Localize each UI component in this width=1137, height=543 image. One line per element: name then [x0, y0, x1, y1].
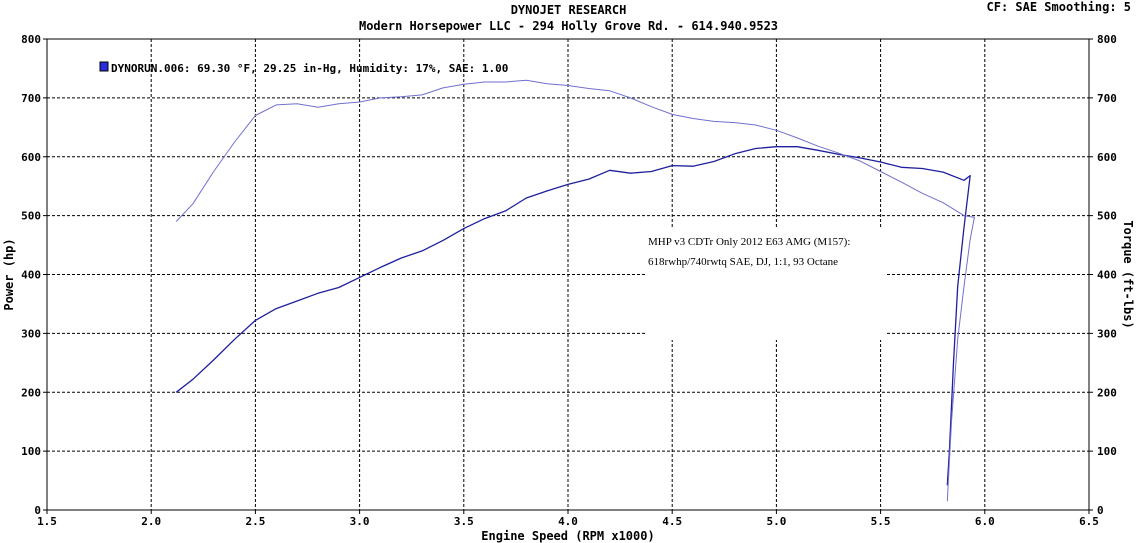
correction-factor-info: CF: SAE Smoothing: 5 — [986, 0, 1132, 14]
x-tick-label: 3.0 — [350, 515, 370, 528]
y-tick-label-right: 600 — [1097, 151, 1117, 164]
y-axis-label-left: Power (hp) — [2, 238, 16, 310]
y-tick-label-left: 800 — [21, 33, 41, 46]
y-tick-label-left: 400 — [21, 269, 41, 282]
x-tick-label: 2.0 — [141, 515, 161, 528]
y-tick-label-right: 100 — [1097, 445, 1117, 458]
y-tick-label-left: 700 — [21, 92, 41, 105]
y-tick-label-right: 0 — [1097, 504, 1104, 517]
x-tick-label: 4.5 — [662, 515, 682, 528]
annotation-box — [645, 228, 885, 340]
y-axis-label-right: Torque (ft-lbs) — [1121, 220, 1135, 328]
y-tick-label-right: 200 — [1097, 386, 1117, 399]
y-tick-label-left: 200 — [21, 386, 41, 399]
y-tick-label-left: 600 — [21, 151, 41, 164]
chart-subtitle: Modern Horsepower LLC - 294 Holly Grove … — [358, 19, 779, 33]
y-tick-label-left: 300 — [21, 327, 41, 340]
x-tick-label: 1.5 — [37, 515, 57, 528]
torque-series-line — [175, 79, 975, 502]
y-tick-label-right: 400 — [1097, 269, 1117, 282]
y-tick-label-right: 800 — [1097, 33, 1117, 46]
x-tick-label: 2.5 — [245, 515, 265, 528]
x-tick-label: 4.0 — [558, 515, 578, 528]
annotation-line-1: MHP v3 CDTr Only 2012 E63 AMG (M157): — [648, 236, 851, 248]
y-tick-label-right: 700 — [1097, 92, 1117, 105]
y-tick-label-left: 500 — [21, 210, 41, 223]
legend-entry: DYNORUN.006: 69.30 °F, 29.25 in-Hg, Humi… — [111, 62, 508, 75]
y-tick-label-right: 500 — [1097, 210, 1117, 223]
y-tick-label-left: 100 — [21, 445, 41, 458]
legend-swatch — [99, 61, 109, 72]
x-axis-label: Engine Speed (RPM x1000) — [481, 529, 654, 543]
x-tick-label: 6.5 — [1079, 515, 1099, 528]
y-tick-label-left: 0 — [34, 504, 41, 517]
x-tick-label: 5.0 — [766, 515, 786, 528]
x-tick-label: 6.0 — [975, 515, 995, 528]
power-series-line — [175, 146, 971, 486]
x-tick-label: 5.5 — [871, 515, 891, 528]
chart-title: DYNOJET RESEARCH — [510, 3, 627, 17]
annotation-line-2: 618rwhp/740rwtq SAE, DJ, 1:1, 93 Octane — [648, 256, 839, 268]
y-tick-label-right: 300 — [1097, 327, 1117, 340]
x-tick-label: 3.5 — [454, 515, 474, 528]
